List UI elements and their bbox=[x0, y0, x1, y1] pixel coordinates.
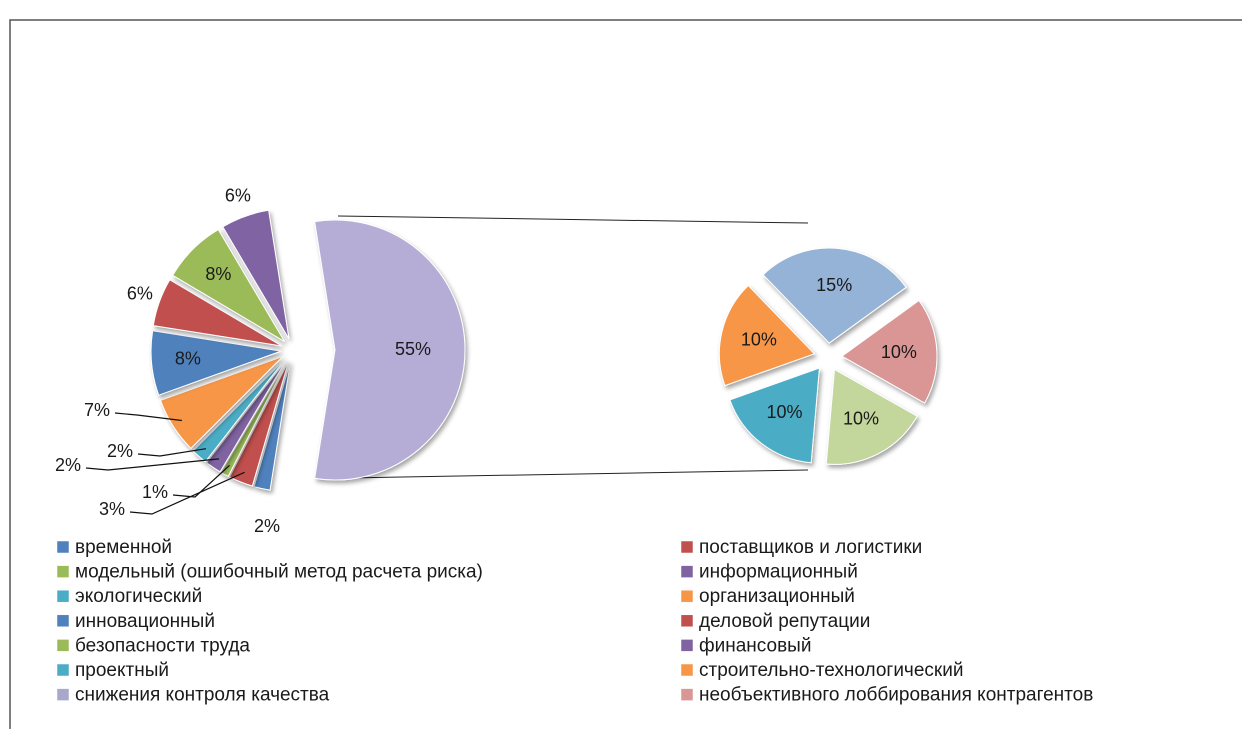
data-label: 2% bbox=[254, 516, 280, 536]
data-label: 8% bbox=[205, 264, 231, 284]
legend-swatch bbox=[56, 565, 70, 578]
data-label: 10% bbox=[741, 330, 777, 350]
legend-label: деловой репутации bbox=[699, 611, 870, 632]
leader-line bbox=[129, 471, 245, 515]
legend-label: необъективного лоббирования контрагентов bbox=[699, 685, 1093, 706]
leader-line bbox=[85, 458, 220, 471]
legend-swatch bbox=[56, 614, 70, 628]
data-label: 1% bbox=[142, 482, 168, 502]
legend-label: модельный (ошибочный метод расчета риска… bbox=[75, 562, 483, 583]
legend-label: финансовый bbox=[699, 635, 811, 656]
legend: временной поставщиков и логистики модельны… bbox=[56, 537, 1093, 706]
legend-label: экологический bbox=[75, 586, 202, 607]
legend-swatch bbox=[680, 688, 694, 701]
data-label: 10% bbox=[881, 342, 917, 362]
data-label: 8% bbox=[175, 349, 201, 369]
pie-slice bbox=[171, 228, 285, 342]
pie-slice bbox=[152, 279, 282, 347]
pie-slice bbox=[841, 299, 938, 404]
leader-line bbox=[172, 464, 231, 498]
legend-swatch bbox=[680, 663, 694, 677]
connector-line bbox=[345, 469, 809, 479]
data-label: 6% bbox=[225, 186, 251, 206]
pie-slice bbox=[825, 368, 918, 465]
legend-label: организационный bbox=[699, 586, 855, 607]
data-label: 6% bbox=[127, 284, 153, 304]
pie-slice bbox=[222, 209, 290, 339]
legend-swatch bbox=[56, 663, 70, 677]
legend-label: безопасности труда bbox=[75, 635, 250, 656]
data-label: 2% bbox=[107, 441, 133, 461]
pie-slice bbox=[718, 284, 816, 387]
legend-label: снижения контроля качества bbox=[75, 685, 330, 706]
data-label: 55% bbox=[395, 339, 431, 359]
legend-label: проектный bbox=[75, 660, 169, 681]
legend-swatch bbox=[680, 565, 694, 578]
legend-swatch bbox=[680, 540, 694, 554]
legend-label: временной bbox=[75, 537, 172, 558]
leader-line bbox=[137, 448, 207, 457]
data-label: 3% bbox=[99, 499, 125, 519]
pie-slice bbox=[228, 360, 290, 487]
pie-slice bbox=[729, 367, 820, 464]
legend-label: инновационный bbox=[75, 611, 215, 632]
legend-swatch bbox=[56, 639, 70, 652]
data-label: 7% bbox=[84, 400, 110, 420]
pie-slice bbox=[159, 355, 284, 450]
legend-label: строительно-технологический bbox=[699, 660, 963, 681]
legend-swatch bbox=[56, 540, 70, 554]
legend-label: поставщиков и логистики bbox=[699, 537, 922, 558]
legend-swatch bbox=[680, 614, 694, 628]
labels: 55% 2% 3% 1% 2% 2% 7% 8% 6% 8% 6% 10% 10% 15% 10% 10% bbox=[55, 186, 917, 536]
data-label: 2% bbox=[55, 455, 81, 475]
data-label: 10% bbox=[767, 402, 803, 422]
frame bbox=[9, 19, 1242, 729]
pie-slice bbox=[150, 330, 282, 396]
data-label: 10% bbox=[843, 409, 879, 429]
pie-slice bbox=[314, 219, 466, 481]
pie-slice bbox=[762, 247, 907, 344]
leader-line bbox=[114, 412, 182, 422]
legend-swatch bbox=[56, 589, 70, 603]
legend-label: информационный bbox=[699, 562, 858, 583]
data-label: 15% bbox=[816, 275, 852, 295]
connector-line bbox=[337, 215, 809, 224]
slices bbox=[150, 209, 938, 491]
legend-swatch bbox=[680, 589, 694, 603]
pie-slice bbox=[253, 361, 291, 491]
legend-swatch bbox=[56, 688, 70, 701]
pie-slice bbox=[205, 359, 287, 473]
legend-swatch bbox=[680, 639, 694, 652]
